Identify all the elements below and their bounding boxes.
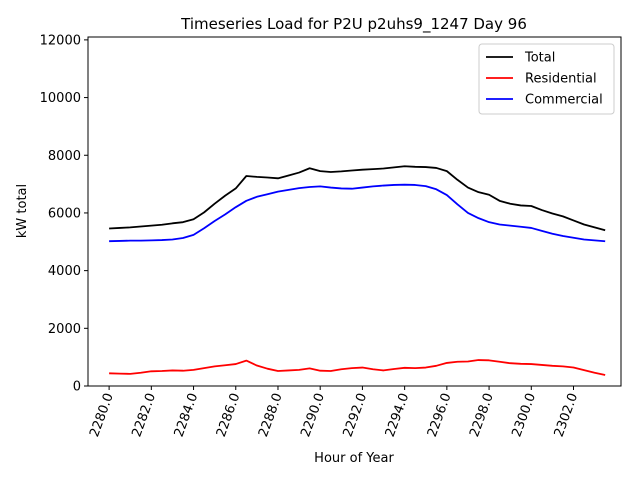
x-tick-label: 2300.0 xyxy=(509,391,539,439)
y-tick-label: 10000 xyxy=(40,91,81,106)
y-tick-label: 4000 xyxy=(48,264,81,279)
chart-title: Timeseries Load for P2U p2uhs9_1247 Day … xyxy=(180,15,527,34)
legend-label-commercial: Commercial xyxy=(525,93,603,108)
x-tick-label: 2294.0 xyxy=(383,391,413,439)
y-tick-label: 8000 xyxy=(48,149,81,164)
y-tick-label: 6000 xyxy=(48,206,81,221)
legend-label-residential: Residential xyxy=(525,72,597,87)
legend-label-total: Total xyxy=(524,51,555,66)
series-line-commercial xyxy=(109,183,606,243)
legend: Total Residential Commercial xyxy=(478,43,615,115)
x-tick-label: 2302.0 xyxy=(552,391,582,439)
x-axis: 2280.0 2282.0 2284.0 2286.0 2288.0 2290.0 2292… xyxy=(87,386,581,439)
x-tick-label: 2284.0 xyxy=(172,391,202,439)
x-axis-label: Hour of Year xyxy=(314,451,394,466)
x-tick-label: 2282.0 xyxy=(129,391,159,439)
series-line-total xyxy=(109,165,606,232)
y-tick-label: 12000 xyxy=(40,33,81,48)
x-tick-label: 2296.0 xyxy=(425,391,455,439)
y-axis-label: kW total xyxy=(15,184,30,238)
plot-frame xyxy=(87,36,622,387)
y-tick-label: 0 xyxy=(73,380,81,395)
x-tick-label: 2298.0 xyxy=(467,391,497,439)
x-tick-label: 2290.0 xyxy=(298,391,328,439)
y-tick-label: 2000 xyxy=(48,322,81,337)
x-tick-label: 2288.0 xyxy=(256,391,286,439)
legend-box xyxy=(478,43,615,115)
series-line-residential xyxy=(109,359,606,376)
x-tick-label: 2280.0 xyxy=(87,391,117,439)
x-tick-label: 2292.0 xyxy=(341,391,371,439)
series-group xyxy=(109,165,606,376)
x-tick-label: 2286.0 xyxy=(214,391,244,439)
y-axis: 0 2000 4000 6000 8000 10000 12000 xyxy=(40,33,88,395)
